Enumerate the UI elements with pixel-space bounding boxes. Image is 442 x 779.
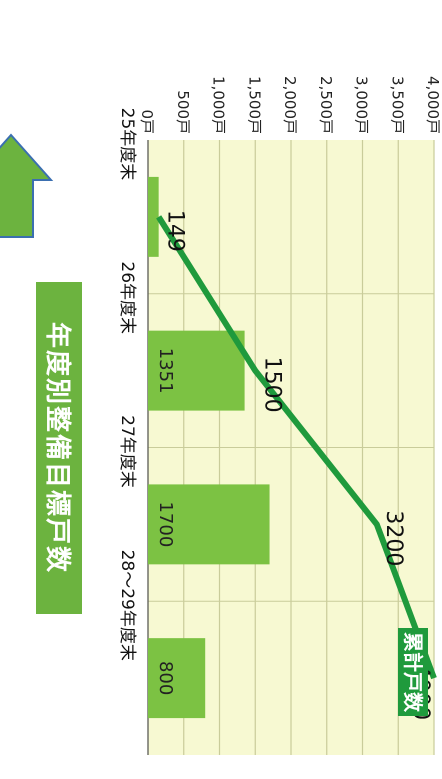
y-tick-label: 4,000戸	[424, 76, 442, 134]
line-data-label: 1500	[259, 357, 284, 413]
y-tick-label: 500戸	[174, 90, 192, 134]
x-tick-label: 25年度末	[117, 108, 137, 181]
line-data-label: 3200	[381, 510, 406, 566]
bar-data-label: 800	[155, 661, 176, 695]
bar	[148, 176, 159, 257]
y-tick-label: 3,500戸	[388, 76, 406, 134]
x-tick-label: 26年度末	[117, 261, 137, 334]
cumulative-line	[156, 215, 437, 680]
bar-data-label: 1351	[155, 348, 176, 394]
line-series-legend-box	[398, 628, 428, 716]
bar	[148, 330, 245, 411]
bar-series-legend-box	[36, 282, 82, 614]
y-tick-label: 2,500戸	[317, 76, 335, 134]
left-arrow	[0, 133, 54, 238]
y-tick-label: 1,000戸	[210, 76, 228, 134]
y-tick-label: 1,500戸	[245, 76, 263, 134]
left-arrow-shape	[0, 133, 54, 238]
bar-series-legend-label: 年度別整備目標戸数	[42, 322, 73, 574]
x-tick-label: 28～29年度末	[117, 550, 137, 661]
bar-data-label: 1700	[155, 501, 176, 547]
bar	[147, 638, 206, 719]
bar	[148, 484, 270, 565]
y-tick-label: 3,000戸	[353, 76, 371, 134]
line-data-label: 149	[163, 210, 188, 252]
y-tick-label: 0戸	[138, 109, 156, 134]
y-tick-label: 2,000戸	[281, 76, 299, 134]
bar-series-legend: 年度別整備目標戸数	[36, 282, 82, 614]
x-tick-label: 27年度末	[117, 415, 137, 488]
line-series-legend-label: 累計戸数	[401, 632, 425, 713]
line-series-legend: 累計戸数	[398, 628, 428, 716]
